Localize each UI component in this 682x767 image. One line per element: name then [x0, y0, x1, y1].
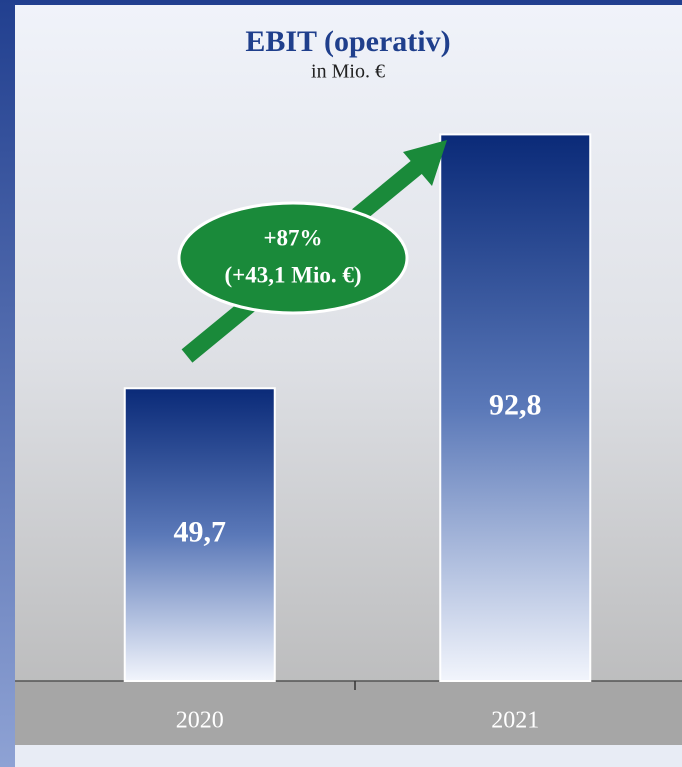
axis-band — [15, 681, 682, 745]
value-label: 92,8 — [489, 389, 542, 422]
bar — [123, 387, 276, 682]
footer-band — [15, 745, 682, 767]
arrow-head — [403, 140, 447, 186]
bars: 49,7 92,8 — [123, 133, 592, 682]
chart-title: EBIT (operativ) — [245, 25, 450, 58]
x-tick-label: 2021 — [491, 708, 539, 734]
bar — [439, 133, 592, 682]
value-label: 49,7 — [174, 516, 227, 549]
growth-arrow: +87% (+43,1 Mio. €) — [177, 140, 447, 363]
growth-absolute: (+43,1 Mio. €) — [224, 262, 361, 287]
x-tick-label: 2020 — [176, 708, 224, 734]
growth-percent: +87% — [263, 225, 322, 250]
growth-badge — [177, 201, 409, 315]
chart-subtitle: in Mio. € — [311, 61, 385, 83]
